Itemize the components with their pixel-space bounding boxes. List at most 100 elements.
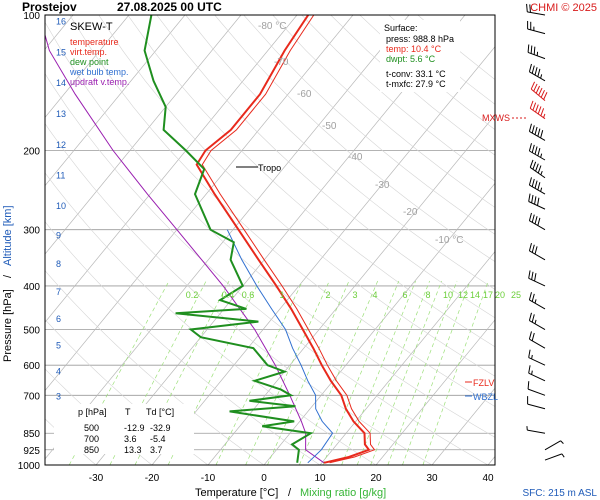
wind-barb-staff xyxy=(529,220,546,231)
altitude-tick-label: 14 xyxy=(56,78,66,88)
wind-barb-feather xyxy=(526,3,528,12)
mixing-ratio-line xyxy=(167,280,260,465)
wbzl-label: WBZL xyxy=(473,392,498,402)
wind-barb xyxy=(528,123,546,141)
wind-barb xyxy=(528,331,546,349)
virtual-temperature-curve xyxy=(201,15,376,464)
wind-barb-feather xyxy=(537,197,540,206)
wind-barb-feather xyxy=(534,273,537,282)
wind-barb-staff xyxy=(528,372,546,382)
wind-barb-feather xyxy=(530,81,536,90)
dry-adiabat xyxy=(45,221,321,465)
altitude-tick-label: 8 xyxy=(56,259,61,269)
dry-adiabat xyxy=(98,15,495,377)
wind-barb-feather xyxy=(528,242,532,251)
legend-wet-bulb: wet bulb temp. xyxy=(69,67,129,77)
wind-barb-feather xyxy=(537,217,541,226)
mxws-label: MXWS xyxy=(482,113,510,123)
wind-barb xyxy=(527,44,546,60)
wind-barb-feather xyxy=(531,271,534,280)
legend-dew-point: dew point xyxy=(70,57,109,67)
wind-barb-feather xyxy=(538,87,543,96)
wind-barb-feather xyxy=(532,161,537,170)
isotherm-line xyxy=(431,387,495,465)
pressure-tick-label: 300 xyxy=(23,226,40,237)
credit-label: CHMI © 2025 xyxy=(530,2,597,14)
wind-barb-staff xyxy=(544,453,563,461)
wind-barb-feather xyxy=(543,113,546,118)
isotherm-line xyxy=(207,114,495,465)
wind-barb-feather xyxy=(540,108,545,116)
wind-barb xyxy=(528,312,546,330)
table-cell: -12.9 xyxy=(124,423,145,433)
dry-adiabat xyxy=(45,172,377,465)
mixing-ratio-label: 2 xyxy=(325,290,330,300)
wind-barb-feather xyxy=(528,143,532,152)
wind-barb-staff xyxy=(528,277,546,287)
wind-barb-feather xyxy=(535,85,541,94)
altitude-tick-label: 7 xyxy=(56,287,61,297)
dry-adiabat xyxy=(243,15,495,235)
x-axis-separator: / xyxy=(288,487,292,499)
wind-barb-feather xyxy=(537,148,541,156)
mixing-ratio-label: 10 xyxy=(443,290,453,300)
legend-temperature: temperature xyxy=(70,37,119,47)
isotherm-line xyxy=(263,182,495,465)
mixing-ratio-label: 0.4 xyxy=(222,290,235,300)
wind-barb-feather xyxy=(543,92,548,100)
wind-barb-feather xyxy=(531,178,535,187)
wind-barb-feather xyxy=(537,128,541,137)
isotherm-line xyxy=(151,46,495,465)
wind-barb-staff xyxy=(529,320,546,330)
wind-barb-feather xyxy=(528,270,531,279)
mixing-ratio-line xyxy=(387,280,458,465)
wind-barb-feather xyxy=(533,46,536,55)
mixing-ratio-label: 20 xyxy=(495,290,505,300)
altitude-tick-label: 13 xyxy=(56,109,66,119)
wind-barb xyxy=(528,349,546,366)
dry-adiabat xyxy=(272,15,495,208)
mixing-ratio-line xyxy=(267,280,350,465)
mixing-ratio-line xyxy=(356,280,430,465)
pressure-tick-label: 200 xyxy=(23,146,40,157)
isotherm-line xyxy=(45,15,354,392)
wind-barb-feather xyxy=(537,68,541,77)
altitude-tick-label: 15 xyxy=(56,47,66,57)
wind-barb xyxy=(544,440,564,451)
wind-barb-feather xyxy=(534,180,538,189)
wind-barb-feather xyxy=(528,63,532,72)
mixing-ratio-label: 17 xyxy=(483,290,493,300)
isotherm-line xyxy=(487,455,495,465)
surface-temp: temp: 10.4 °C xyxy=(386,44,442,54)
wind-barb-feather xyxy=(528,349,531,358)
wind-barb-feather xyxy=(531,314,535,323)
pressure-tick-label: 400 xyxy=(23,282,40,293)
wind-barb-feather xyxy=(528,123,532,132)
wind-barb-feather xyxy=(528,312,532,321)
mixing-ratio-label: 12 xyxy=(458,290,468,300)
x-tick-label: 0 xyxy=(261,473,267,484)
y-axis-title: Pressure [hPa] / Altitude [km] xyxy=(2,205,14,362)
wind-barb xyxy=(528,242,546,261)
wind-barb-feather xyxy=(528,292,532,301)
isotherm-line xyxy=(45,15,298,323)
table-cell: 850 xyxy=(84,445,99,455)
table-cell: -5.4 xyxy=(150,434,166,444)
wind-barb xyxy=(527,20,546,35)
isotherm-line xyxy=(375,319,495,465)
level-markers: Tropo FZLV WBZL MXWS xyxy=(236,113,526,402)
altitude-tick-label: 5 xyxy=(56,341,61,351)
x-tick-label: -30 xyxy=(89,473,104,484)
wind-barb-staff xyxy=(527,51,546,60)
wind-barb-feather xyxy=(531,144,535,153)
isotherm-label: -80 °C xyxy=(258,21,286,32)
wind-barb xyxy=(528,270,546,287)
legend-title: SKEW-T xyxy=(70,21,113,33)
wind-barb-feather xyxy=(534,146,538,155)
altitude-tick-label: 4 xyxy=(56,366,61,376)
wind-barb-feather xyxy=(534,319,537,324)
legend-virt-temp: virt.temp. xyxy=(70,47,107,57)
wind-barb-staff xyxy=(527,403,546,410)
wind-barb xyxy=(529,100,546,120)
wind-barb xyxy=(526,3,546,16)
